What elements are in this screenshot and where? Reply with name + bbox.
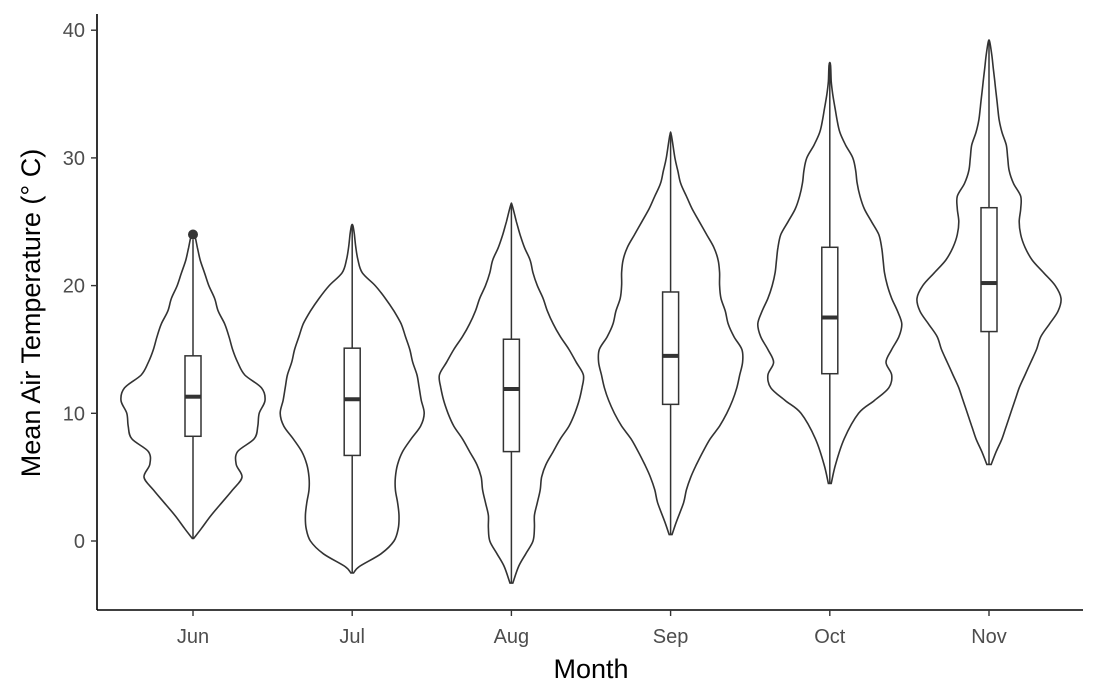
boxplot-nov bbox=[980, 41, 998, 465]
violin-aug bbox=[438, 202, 585, 584]
violin-oct bbox=[756, 61, 903, 485]
iqr-box bbox=[502, 338, 521, 453]
outlier-point bbox=[188, 229, 198, 240]
y-axis-title: Mean Air Temperature (° C) bbox=[16, 149, 46, 477]
y-tick-label: 10 bbox=[63, 403, 85, 425]
x-axis-title: Month bbox=[553, 654, 628, 684]
iqr-box bbox=[980, 206, 998, 333]
axes-layer: 0 10 20 30 40 Jun Jul Aug Sep Oct Nov bbox=[63, 14, 1083, 648]
x-tick-label: Sep bbox=[653, 626, 689, 648]
y-tick-label: 30 bbox=[63, 148, 85, 170]
x-axis-ticks: Jun Jul Aug Sep Oct Nov bbox=[177, 610, 1007, 648]
x-tick-label: Nov bbox=[971, 626, 1007, 648]
boxplot-aug bbox=[502, 205, 521, 584]
iqr-box bbox=[821, 246, 839, 375]
x-tick-label: Aug bbox=[494, 626, 530, 648]
iqr-box bbox=[661, 291, 680, 406]
x-tick-label: Jun bbox=[177, 626, 209, 648]
violin-jul bbox=[279, 223, 426, 574]
boxplot-jul bbox=[343, 225, 361, 573]
boxplot-jun bbox=[184, 229, 202, 539]
violin-nov bbox=[916, 39, 1062, 466]
x-tick-label: Oct bbox=[814, 626, 846, 648]
y-tick-label: 20 bbox=[63, 276, 85, 298]
y-tick-label: 0 bbox=[74, 531, 85, 553]
violin-sep bbox=[597, 131, 744, 536]
boxplot-sep bbox=[661, 134, 680, 535]
x-tick-label: Jul bbox=[339, 626, 365, 648]
boxplot-oct bbox=[821, 64, 839, 484]
boxplots-layer bbox=[184, 41, 998, 584]
iqr-box bbox=[343, 347, 361, 457]
violins-layer bbox=[120, 39, 1062, 584]
y-axis-ticks: 0 10 20 30 40 bbox=[63, 20, 97, 553]
y-tick-label: 40 bbox=[63, 20, 85, 42]
